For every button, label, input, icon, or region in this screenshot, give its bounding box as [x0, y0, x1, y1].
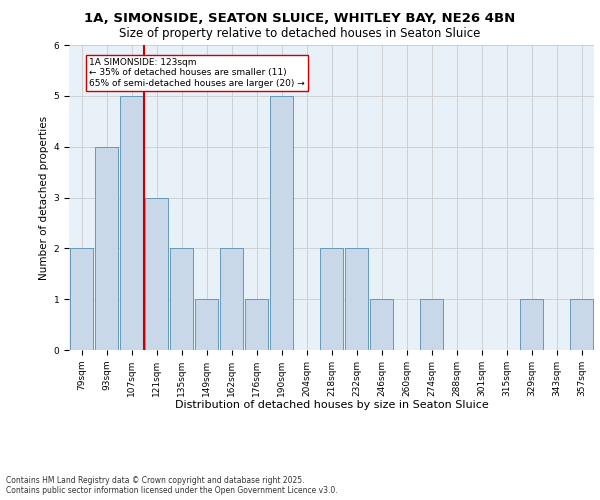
Text: Size of property relative to detached houses in Seaton Sluice: Size of property relative to detached ho… [119, 28, 481, 40]
Bar [70, 248, 93, 350]
Bar [245, 299, 268, 350]
Bar [370, 299, 393, 350]
X-axis label: Distribution of detached houses by size in Seaton Sluice: Distribution of detached houses by size … [175, 400, 488, 410]
Bar [270, 96, 293, 350]
Text: Contains HM Land Registry data © Crown copyright and database right 2025.
Contai: Contains HM Land Registry data © Crown c… [6, 476, 338, 495]
Bar [170, 248, 193, 350]
Bar [320, 248, 343, 350]
Bar [520, 299, 543, 350]
Bar [570, 299, 593, 350]
Bar [120, 96, 143, 350]
Bar [345, 248, 368, 350]
Bar [220, 248, 243, 350]
Text: 1A SIMONSIDE: 123sqm
← 35% of detached houses are smaller (11)
65% of semi-detac: 1A SIMONSIDE: 123sqm ← 35% of detached h… [89, 58, 305, 88]
Bar [420, 299, 443, 350]
Y-axis label: Number of detached properties: Number of detached properties [40, 116, 49, 280]
Bar [95, 146, 118, 350]
Bar [145, 198, 168, 350]
Bar [195, 299, 218, 350]
Text: 1A, SIMONSIDE, SEATON SLUICE, WHITLEY BAY, NE26 4BN: 1A, SIMONSIDE, SEATON SLUICE, WHITLEY BA… [85, 12, 515, 26]
